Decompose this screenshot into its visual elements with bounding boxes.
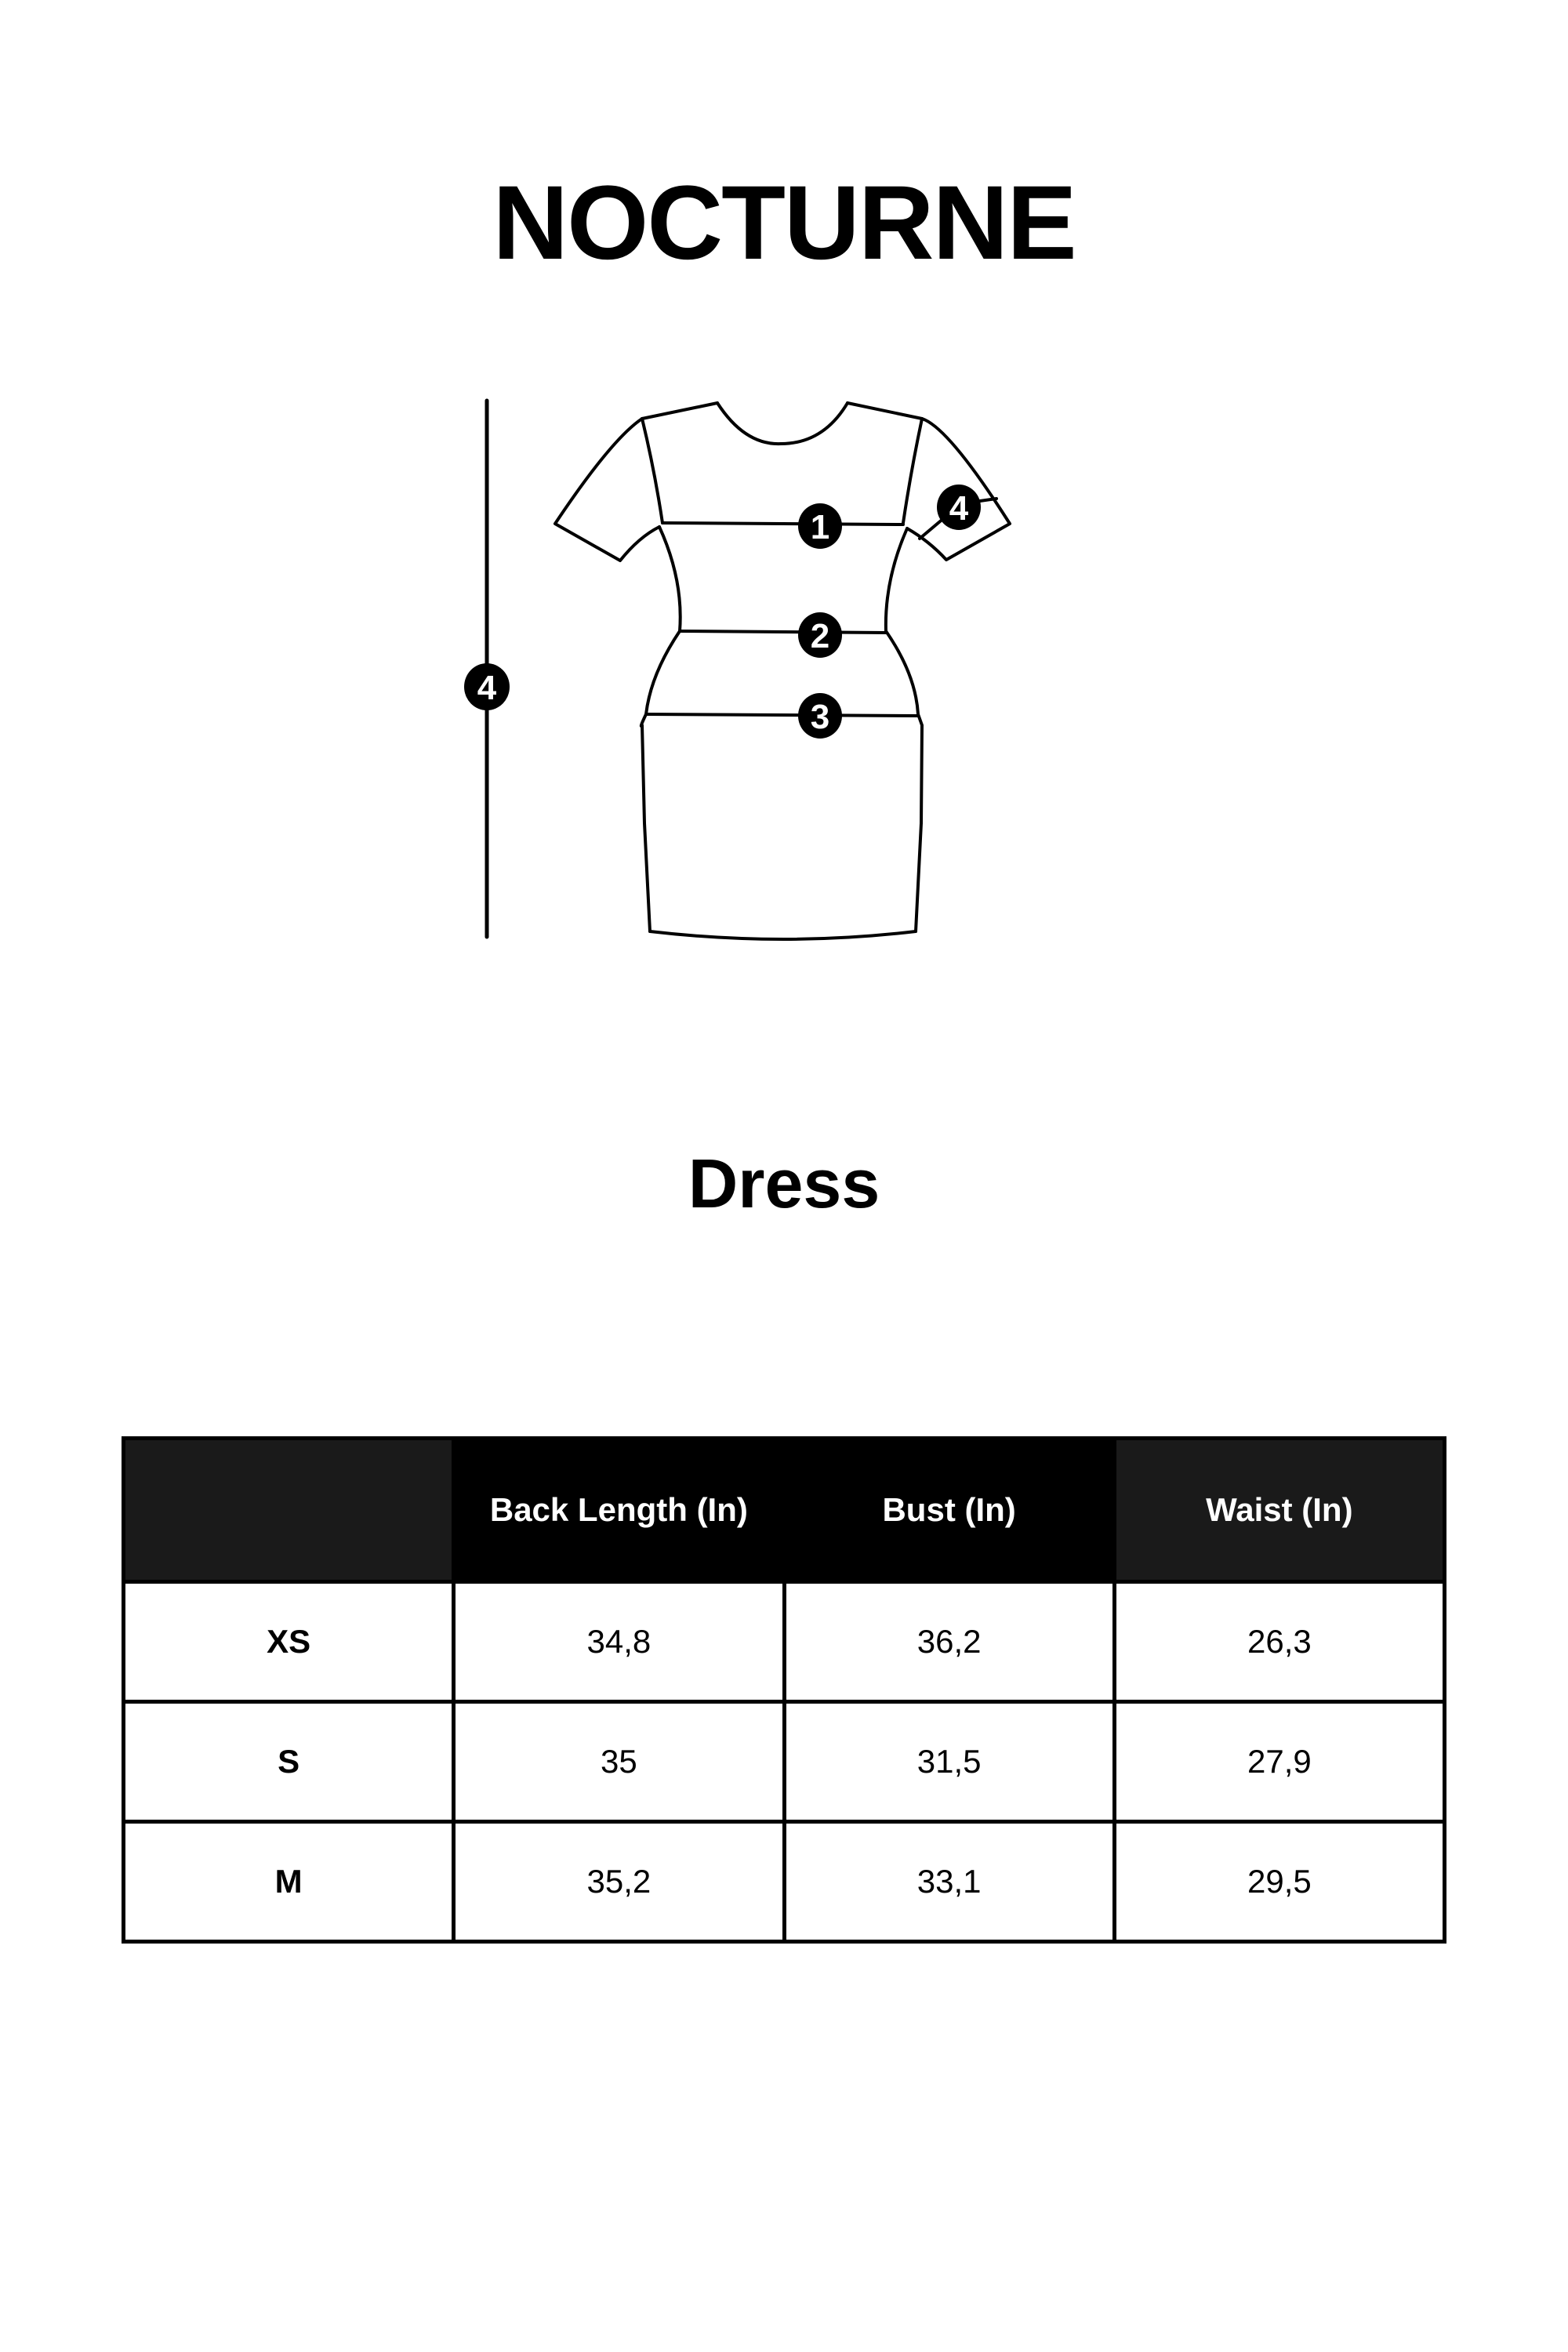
marker-length: 4 — [464, 663, 510, 710]
hip-line — [644, 713, 920, 717]
product-type: Dress — [688, 1145, 880, 1222]
waist-line — [678, 630, 887, 634]
marker-hip: 3 — [798, 693, 842, 739]
table-row: S 35 31,5 27,9 — [121, 1700, 1447, 1824]
sleeve-left — [554, 417, 661, 562]
waist-cell: 26,3 — [1112, 1580, 1447, 1704]
bust-cell: 36,2 — [782, 1580, 1116, 1704]
header-size — [121, 1436, 456, 1584]
size-chart-table: Back Length (In) Bust (In) Waist (In) XS… — [121, 1436, 1447, 1944]
table-header-row: Back Length (In) Bust (In) Waist (In) — [121, 1436, 1447, 1584]
bust-cell: 33,1 — [782, 1820, 1116, 1944]
svg-text:4: 4 — [477, 669, 497, 707]
dress-measurement-diagram: 4 1 2 3 4 — [464, 398, 1011, 941]
back-length-cell: 35,2 — [452, 1820, 786, 1944]
table-row: M 35,2 33,1 29,5 — [121, 1820, 1447, 1944]
size-cell: M — [121, 1820, 456, 1944]
shoulder-right — [846, 401, 924, 420]
marker-sleeve: 4 — [937, 485, 981, 530]
bust-cell: 31,5 — [782, 1700, 1116, 1824]
back-length-cell: 34,8 — [452, 1580, 786, 1704]
table-row: XS 34,8 36,2 26,3 — [121, 1580, 1447, 1704]
body-left — [639, 525, 682, 933]
svg-text:2: 2 — [811, 617, 829, 655]
brand-logo: NOCTURNE — [492, 165, 1076, 281]
size-cell: S — [121, 1700, 456, 1824]
size-cell: XS — [121, 1580, 456, 1704]
waist-cell: 27,9 — [1112, 1700, 1447, 1824]
seam-left — [641, 417, 664, 524]
shoulder-left — [641, 401, 719, 420]
body-right — [884, 527, 924, 933]
neckline — [716, 401, 849, 446]
sleeve-right — [906, 417, 1011, 561]
svg-text:4: 4 — [949, 489, 969, 528]
back-length-cell: 35 — [452, 1700, 786, 1824]
header-back-length: Back Length (In) — [452, 1436, 786, 1584]
svg-text:3: 3 — [811, 698, 829, 736]
header-waist: Waist (In) — [1112, 1436, 1447, 1584]
waist-cell: 29,5 — [1112, 1820, 1447, 1944]
svg-text:1: 1 — [811, 508, 829, 546]
header-bust: Bust (In) — [782, 1436, 1116, 1584]
bust-line — [661, 521, 905, 526]
marker-waist: 2 — [798, 612, 842, 658]
hem — [648, 930, 917, 941]
marker-bust: 1 — [798, 503, 842, 549]
seam-right — [902, 417, 924, 524]
